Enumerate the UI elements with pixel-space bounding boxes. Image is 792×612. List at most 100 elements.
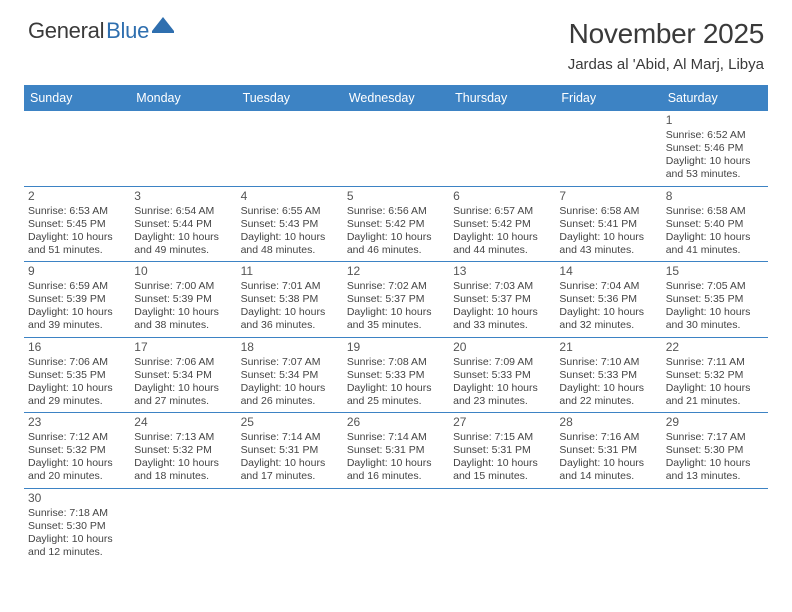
month-title: November 2025	[568, 18, 764, 50]
daylight-line-1: Daylight: 10 hours	[28, 533, 126, 546]
sunset-line: Sunset: 5:37 PM	[347, 293, 445, 306]
calendar-day-cell: 17Sunrise: 7:06 AMSunset: 5:34 PMDayligh…	[130, 337, 236, 413]
day-number: 22	[666, 340, 764, 355]
day-number: 20	[453, 340, 551, 355]
sunrise-line: Sunrise: 7:15 AM	[453, 431, 551, 444]
sunrise-line: Sunrise: 7:05 AM	[666, 280, 764, 293]
col-saturday: Saturday	[662, 85, 768, 111]
sunset-line: Sunset: 5:31 PM	[453, 444, 551, 457]
daylight-line-2: and 44 minutes.	[453, 244, 551, 257]
daylight-line-2: and 39 minutes.	[28, 319, 126, 332]
daylight-line-2: and 53 minutes.	[666, 168, 764, 181]
calendar-day-cell: 10Sunrise: 7:00 AMSunset: 5:39 PMDayligh…	[130, 262, 236, 338]
sunset-line: Sunset: 5:37 PM	[453, 293, 551, 306]
sunset-line: Sunset: 5:45 PM	[28, 218, 126, 231]
sunset-line: Sunset: 5:33 PM	[559, 369, 657, 382]
daylight-line-2: and 26 minutes.	[241, 395, 339, 408]
day-number: 17	[134, 340, 232, 355]
day-number: 25	[241, 415, 339, 430]
daylight-line-2: and 27 minutes.	[134, 395, 232, 408]
day-number: 21	[559, 340, 657, 355]
sunset-line: Sunset: 5:41 PM	[559, 218, 657, 231]
calendar-day-cell	[662, 488, 768, 563]
day-number: 3	[134, 189, 232, 204]
sunset-line: Sunset: 5:40 PM	[666, 218, 764, 231]
daylight-line-2: and 30 minutes.	[666, 319, 764, 332]
day-number: 23	[28, 415, 126, 430]
calendar-day-cell: 5Sunrise: 6:56 AMSunset: 5:42 PMDaylight…	[343, 186, 449, 262]
daylight-line-1: Daylight: 10 hours	[347, 231, 445, 244]
daylight-line-1: Daylight: 10 hours	[28, 382, 126, 395]
sunset-line: Sunset: 5:34 PM	[241, 369, 339, 382]
calendar-day-cell	[343, 488, 449, 563]
calendar-day-cell	[555, 488, 661, 563]
sunrise-line: Sunrise: 7:06 AM	[134, 356, 232, 369]
calendar-day-cell	[555, 111, 661, 186]
sunset-line: Sunset: 5:32 PM	[666, 369, 764, 382]
calendar-day-cell: 21Sunrise: 7:10 AMSunset: 5:33 PMDayligh…	[555, 337, 661, 413]
calendar-day-cell: 19Sunrise: 7:08 AMSunset: 5:33 PMDayligh…	[343, 337, 449, 413]
title-block: November 2025 Jardas al 'Abid, Al Marj, …	[568, 18, 764, 73]
sunset-line: Sunset: 5:43 PM	[241, 218, 339, 231]
calendar-day-cell: 12Sunrise: 7:02 AMSunset: 5:37 PMDayligh…	[343, 262, 449, 338]
day-number: 26	[347, 415, 445, 430]
daylight-line-1: Daylight: 10 hours	[28, 457, 126, 470]
sunset-line: Sunset: 5:30 PM	[28, 520, 126, 533]
calendar-day-cell: 22Sunrise: 7:11 AMSunset: 5:32 PMDayligh…	[662, 337, 768, 413]
day-number: 12	[347, 264, 445, 279]
calendar-week-row: 2Sunrise: 6:53 AMSunset: 5:45 PMDaylight…	[24, 186, 768, 262]
sunrise-line: Sunrise: 7:04 AM	[559, 280, 657, 293]
calendar-day-cell: 28Sunrise: 7:16 AMSunset: 5:31 PMDayligh…	[555, 413, 661, 489]
daylight-line-2: and 20 minutes.	[28, 470, 126, 483]
day-number: 5	[347, 189, 445, 204]
daylight-line-1: Daylight: 10 hours	[453, 306, 551, 319]
col-sunday: Sunday	[24, 85, 130, 111]
day-number: 13	[453, 264, 551, 279]
calendar-day-cell: 1Sunrise: 6:52 AMSunset: 5:46 PMDaylight…	[662, 111, 768, 186]
calendar-day-cell: 27Sunrise: 7:15 AMSunset: 5:31 PMDayligh…	[449, 413, 555, 489]
day-number: 24	[134, 415, 232, 430]
day-number: 30	[28, 491, 126, 506]
sunset-line: Sunset: 5:35 PM	[28, 369, 126, 382]
daylight-line-2: and 35 minutes.	[347, 319, 445, 332]
daylight-line-1: Daylight: 10 hours	[559, 382, 657, 395]
day-number: 29	[666, 415, 764, 430]
daylight-line-1: Daylight: 10 hours	[559, 457, 657, 470]
sunset-line: Sunset: 5:44 PM	[134, 218, 232, 231]
daylight-line-1: Daylight: 10 hours	[241, 457, 339, 470]
calendar-day-cell: 14Sunrise: 7:04 AMSunset: 5:36 PMDayligh…	[555, 262, 661, 338]
daylight-line-2: and 38 minutes.	[134, 319, 232, 332]
sunrise-line: Sunrise: 7:08 AM	[347, 356, 445, 369]
calendar-day-cell: 8Sunrise: 6:58 AMSunset: 5:40 PMDaylight…	[662, 186, 768, 262]
calendar-day-cell: 20Sunrise: 7:09 AMSunset: 5:33 PMDayligh…	[449, 337, 555, 413]
sunset-line: Sunset: 5:33 PM	[347, 369, 445, 382]
col-tuesday: Tuesday	[237, 85, 343, 111]
calendar-day-cell	[343, 111, 449, 186]
daylight-line-1: Daylight: 10 hours	[134, 231, 232, 244]
sunrise-line: Sunrise: 7:14 AM	[241, 431, 339, 444]
daylight-line-1: Daylight: 10 hours	[453, 231, 551, 244]
daylight-line-2: and 14 minutes.	[559, 470, 657, 483]
sunrise-line: Sunrise: 7:14 AM	[347, 431, 445, 444]
day-number: 18	[241, 340, 339, 355]
daylight-line-2: and 43 minutes.	[559, 244, 657, 257]
sunset-line: Sunset: 5:42 PM	[453, 218, 551, 231]
calendar-day-cell	[24, 111, 130, 186]
daylight-line-2: and 48 minutes.	[241, 244, 339, 257]
daylight-line-2: and 12 minutes.	[28, 546, 126, 559]
sunset-line: Sunset: 5:34 PM	[134, 369, 232, 382]
daylight-line-2: and 13 minutes.	[666, 470, 764, 483]
calendar-week-row: 23Sunrise: 7:12 AMSunset: 5:32 PMDayligh…	[24, 413, 768, 489]
daylight-line-1: Daylight: 10 hours	[666, 457, 764, 470]
sunset-line: Sunset: 5:39 PM	[28, 293, 126, 306]
day-number: 2	[28, 189, 126, 204]
calendar-day-cell: 3Sunrise: 6:54 AMSunset: 5:44 PMDaylight…	[130, 186, 236, 262]
calendar-day-cell: 18Sunrise: 7:07 AMSunset: 5:34 PMDayligh…	[237, 337, 343, 413]
daylight-line-2: and 46 minutes.	[347, 244, 445, 257]
sunrise-line: Sunrise: 7:16 AM	[559, 431, 657, 444]
daylight-line-1: Daylight: 10 hours	[666, 382, 764, 395]
sunrise-line: Sunrise: 7:13 AM	[134, 431, 232, 444]
calendar-day-cell	[449, 488, 555, 563]
sunrise-line: Sunrise: 6:59 AM	[28, 280, 126, 293]
sunset-line: Sunset: 5:33 PM	[453, 369, 551, 382]
